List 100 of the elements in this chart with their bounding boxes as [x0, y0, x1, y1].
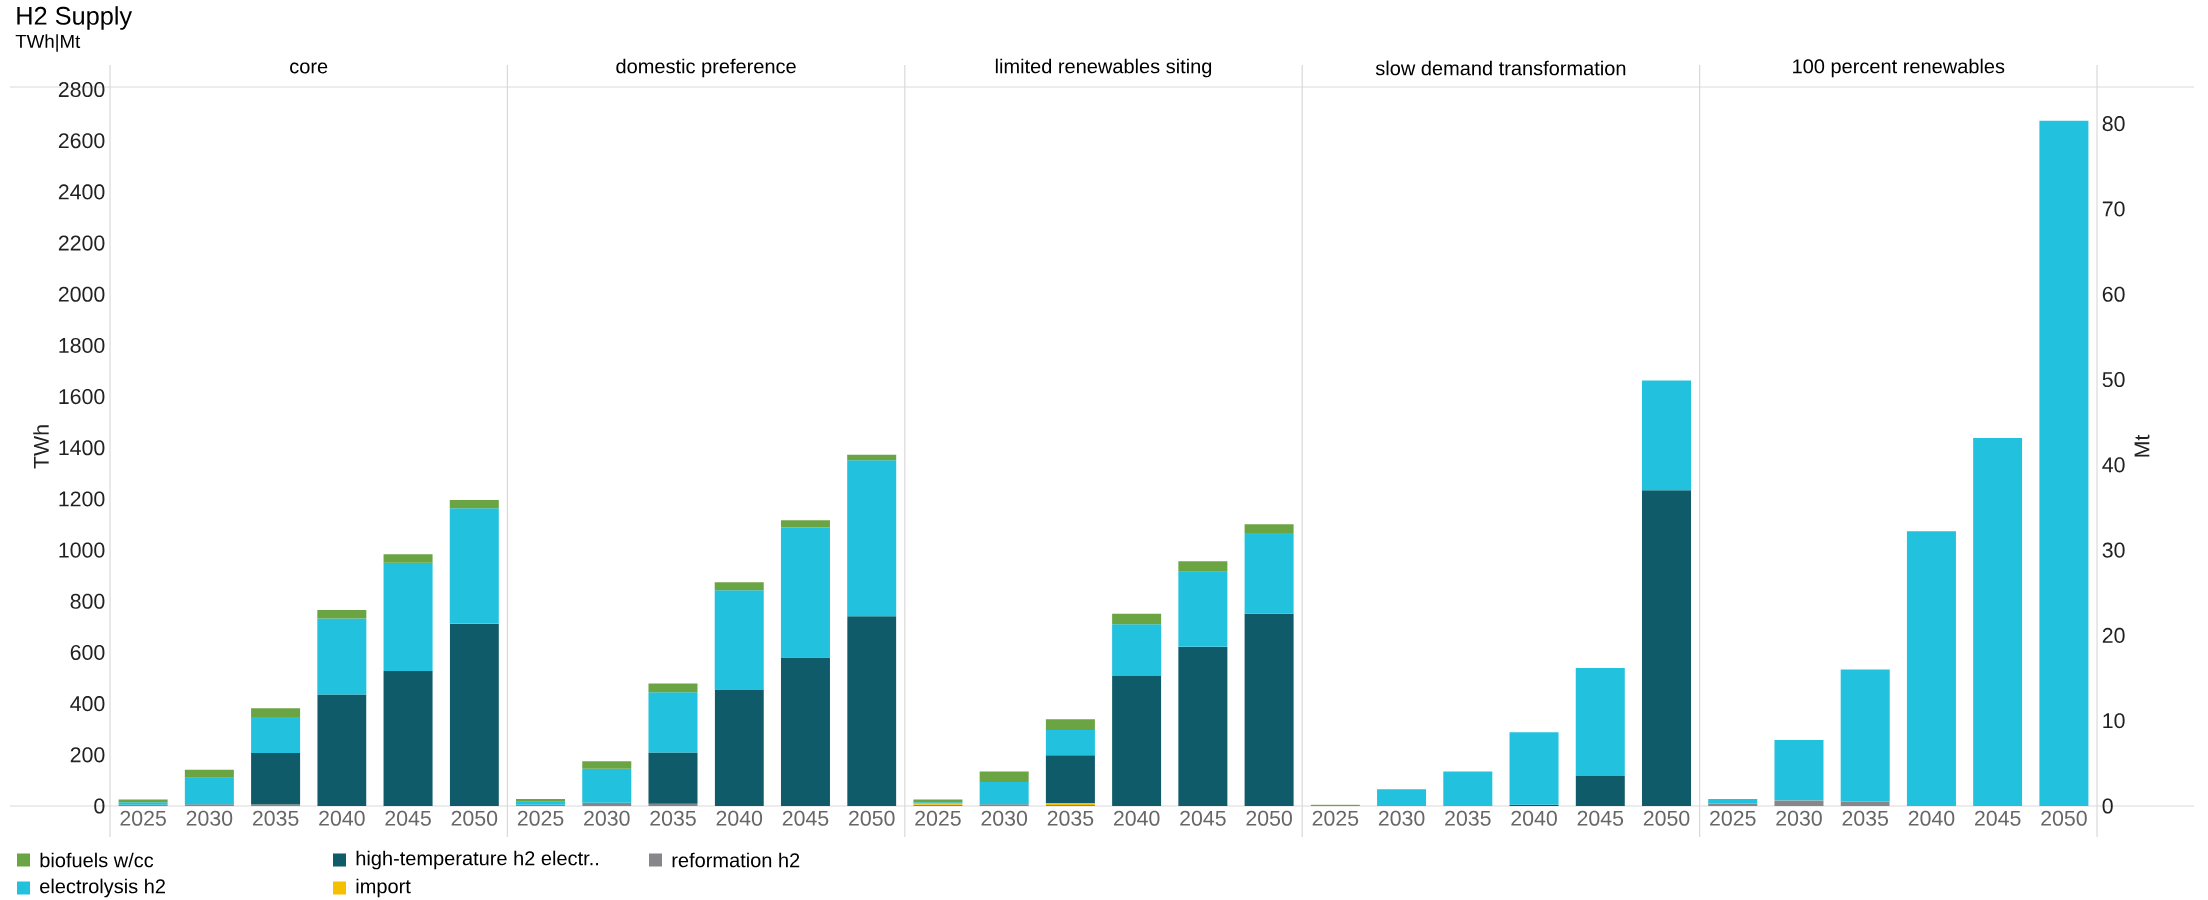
- x-tick-label: 2040: [1511, 810, 1557, 826]
- x-tick-label: 2040: [319, 810, 365, 826]
- x-tick-label: 2030: [584, 810, 630, 826]
- y-tick-label: 2000: [58, 286, 105, 302]
- bar: [1244, 613, 1294, 806]
- y-tick-label: 2600: [58, 133, 105, 149]
- y-tick-label: 2400: [58, 184, 105, 200]
- x-tick-label: 2025: [1312, 810, 1359, 826]
- bar: [1045, 719, 1095, 731]
- bar: [847, 616, 897, 806]
- bar: [1708, 803, 1758, 806]
- y2-tick-label: 0: [2102, 798, 2113, 814]
- x-tick-label: 2050: [849, 810, 895, 826]
- x-tick-label: 2030: [186, 810, 233, 826]
- x-tick-label: 2045: [1577, 810, 1624, 826]
- x-tick-label: 2050: [451, 810, 498, 826]
- bar: [714, 582, 764, 591]
- x-tick-label: 2035: [1047, 810, 1094, 826]
- y-tick-label: 1600: [59, 389, 105, 405]
- x-tick-label: 2030: [981, 810, 1028, 826]
- bar: [714, 689, 764, 806]
- bar: [317, 618, 367, 695]
- bar: [317, 694, 367, 806]
- bar: [979, 771, 1029, 782]
- y2-tick-label: 50: [2102, 372, 2125, 388]
- bar: [1642, 380, 1692, 491]
- x-tick-label: 2035: [1842, 810, 1889, 826]
- y-tick-label: 800: [70, 593, 105, 609]
- bar: [1244, 532, 1294, 614]
- bar: [1443, 771, 1493, 806]
- y-tick-label: 600: [70, 644, 105, 661]
- x-tick-label: 2045: [1180, 810, 1226, 826]
- bar: [780, 520, 830, 528]
- x-tick-label: 2050: [1246, 810, 1292, 826]
- legend-label: electrolysis h2: [40, 878, 165, 898]
- bar: [582, 768, 632, 803]
- bar: [1112, 676, 1162, 806]
- x-tick-label: 2040: [1908, 810, 1955, 826]
- bar: [251, 716, 301, 754]
- bar: [648, 692, 698, 753]
- y2-axis-title: Mt: [2134, 434, 2150, 457]
- x-tick-label: 2040: [1113, 810, 1160, 826]
- x-tick-label: 2025: [915, 810, 961, 826]
- chart-title: core: [290, 62, 328, 74]
- x-tick-label: 2040: [716, 810, 763, 826]
- x-tick-label: 2030: [1776, 810, 1822, 826]
- bar: [1973, 438, 2023, 806]
- x-tick-label: 2050: [1643, 810, 1690, 826]
- y-tick-label: 2800: [58, 82, 105, 98]
- bar: [1840, 669, 1890, 802]
- y2-tick-label: 10: [2103, 713, 2125, 729]
- bar: [1575, 668, 1625, 777]
- x-tick-label: 2035: [650, 810, 696, 826]
- bar: [1178, 571, 1228, 647]
- bar: [780, 657, 830, 806]
- bar: [1708, 799, 1758, 804]
- chart-title: domestic preference: [616, 58, 796, 78]
- x-tick-label: 2045: [1975, 810, 2021, 826]
- bar: [1045, 730, 1095, 756]
- x-tick-label: 2045: [782, 810, 829, 826]
- bar: [1045, 755, 1095, 803]
- bar: [383, 670, 433, 806]
- y2-tick-label: 20: [2102, 627, 2125, 643]
- bar: [1178, 646, 1228, 806]
- y-tick-label: 1200: [59, 491, 105, 507]
- bar: [251, 753, 301, 805]
- chart-title: 100 percent renewables: [1793, 58, 2005, 78]
- x-tick-label: 2050: [2041, 810, 2087, 826]
- bar: [1112, 624, 1162, 677]
- bar: [383, 562, 433, 671]
- bar: [648, 752, 698, 804]
- x-tick-label: 2025: [517, 810, 564, 826]
- y-tick-label: 0: [94, 798, 105, 814]
- x-tick-label: 2045: [385, 810, 431, 826]
- y-axis-title: TWh: [33, 425, 49, 469]
- bar: [1575, 776, 1625, 806]
- bar: [317, 610, 367, 619]
- y2-tick-label: 60: [2102, 286, 2125, 302]
- bar: [1642, 490, 1692, 806]
- x-tick-label: 2025: [1710, 810, 1756, 826]
- bar: [449, 508, 499, 624]
- y-tick-label: 200: [70, 747, 105, 763]
- y-tick-label: 400: [70, 696, 105, 712]
- text: H2 Supply: [17, 6, 133, 30]
- x-tick-label: 2035: [252, 810, 299, 826]
- legend-label: reformation h2: [672, 852, 800, 868]
- bar: [1112, 613, 1162, 625]
- bar: [184, 777, 234, 805]
- y2-tick-label: 70: [2102, 201, 2125, 217]
- legend-label: biofuels w/cc: [40, 852, 154, 868]
- bar: [847, 460, 897, 617]
- text: TWh|Mt: [15, 34, 81, 52]
- y-tick-label: 1400: [59, 440, 105, 456]
- bar: [2039, 120, 2089, 806]
- bar: [383, 554, 433, 563]
- y-tick-label: 2200: [58, 235, 105, 251]
- y2-tick-label: 40: [2102, 457, 2125, 473]
- bar: [780, 527, 830, 658]
- bar: [1774, 739, 1824, 801]
- bar: [449, 499, 499, 509]
